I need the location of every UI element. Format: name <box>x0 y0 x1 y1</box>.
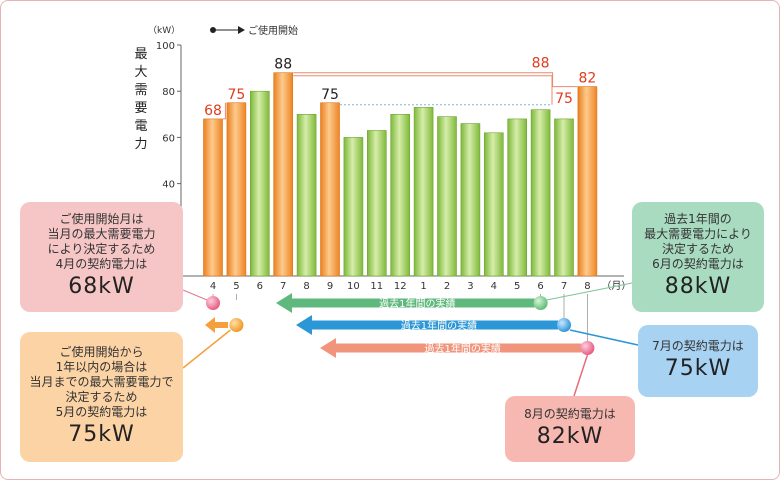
start-dot-pink <box>206 296 220 310</box>
july-callout: 7月の契約電力は 75kW <box>638 325 758 397</box>
short-arrow-orange <box>205 317 228 333</box>
x-tick-label: 8 <box>303 281 309 292</box>
y-tick-label: 100 <box>156 41 175 52</box>
within-year-text: ご使用開始から 1年以内の場合は 当月までの最大需要電力で 決定するため 5月の… <box>29 344 174 419</box>
bar <box>483 132 504 277</box>
bar <box>273 72 294 277</box>
callout-connector <box>182 289 208 301</box>
x-tick-label: 7 <box>280 281 286 292</box>
guide-line-68 <box>223 102 226 120</box>
bar-value-label: 88 <box>274 57 292 73</box>
x-tick-label: 8 <box>584 281 590 292</box>
bar-value-label: 75 <box>321 87 339 103</box>
history-arrow <box>276 293 535 313</box>
bar <box>250 90 270 277</box>
callout-connector <box>573 354 589 397</box>
y-tick-label: 40 <box>162 180 175 191</box>
x-tick-label: 10 <box>347 281 360 292</box>
start-month-callout: ご使用開始月は 当月の最大需要電力 により決定するため 4月の契約電力は 68k… <box>20 202 183 312</box>
bar <box>343 137 364 277</box>
july-value: 75kW <box>664 355 732 381</box>
callout-connector <box>569 329 639 346</box>
bar <box>507 118 528 277</box>
bar <box>460 123 481 277</box>
august-callout: 8月の契約電力は 82kW <box>505 396 635 462</box>
x-tick-label: 1 <box>420 281 426 292</box>
history-arrow-label: 過去1年間の実績 <box>379 297 455 310</box>
x-tick-label: 4 <box>210 281 216 292</box>
y-axis-title: 最大需要電力 <box>134 47 148 152</box>
past-year-text: 過去1年間の 最大需要電力により 決定するため 6月の契約電力は <box>644 212 752 271</box>
start-month-text: ご使用開始月は 当月の最大需要電力 により決定するため 4月の契約電力は <box>47 212 156 271</box>
end-dot-green <box>533 296 548 310</box>
callout-connector <box>182 329 231 369</box>
history-arrow <box>296 315 558 335</box>
bar-value-label: 75 <box>227 87 245 103</box>
within-year-callout: ご使用開始から 1年以内の場合は 当月までの最大需要電力で 決定するため 5月の… <box>20 332 183 462</box>
bar <box>437 116 457 277</box>
history-arrow <box>320 338 582 358</box>
bar-value-label: 88 <box>532 56 550 72</box>
august-text: 8月の契約電力は <box>524 406 616 421</box>
past-year-value: 88kW <box>664 274 732 299</box>
bar <box>366 130 387 277</box>
bars <box>203 72 598 277</box>
x-tick-label: 4 <box>491 281 497 292</box>
start-month-value: 68kW <box>68 274 135 299</box>
end-dot-blue <box>557 318 571 332</box>
bar-value-label: 82 <box>578 71 596 87</box>
x-tick-label: 3 <box>467 281 473 292</box>
y-tick-label: 60 <box>162 133 175 144</box>
x-tick-label: 6 <box>257 281 263 292</box>
end-dot-pink <box>580 341 595 355</box>
bar <box>577 86 598 277</box>
x-tick-label: 5 <box>514 281 520 292</box>
bar <box>203 118 223 277</box>
bar <box>390 114 411 277</box>
x-tick-label: 12 <box>394 281 407 292</box>
history-arrow-label: 過去1年間の実績 <box>425 342 501 355</box>
callout-connector <box>546 282 633 301</box>
start-dot-orange <box>229 318 244 332</box>
bar-value-label: 68 <box>204 103 222 119</box>
guide-line-88-b <box>293 75 553 105</box>
y-unit: （kW） <box>148 25 180 36</box>
x-tick-label: 9 <box>327 281 333 292</box>
bar-value-labels: 68 75 88 75 88 75 82 <box>204 56 596 119</box>
august-value: 82kW <box>536 423 604 449</box>
within-year-value: 75kW <box>68 421 135 447</box>
y-tick-label: 80 <box>162 87 175 98</box>
x-tick-label: 7 <box>561 281 567 292</box>
bar <box>226 102 247 277</box>
guide-line-88 <box>293 72 578 88</box>
x-tick-label: 6 <box>537 281 543 292</box>
reference-lines <box>223 72 578 120</box>
legend: ご使用開始 <box>210 24 298 37</box>
x-tick-label: 2 <box>444 281 450 292</box>
bar <box>320 102 340 277</box>
legend-arrowhead <box>238 26 245 34</box>
legend-start-label: ご使用開始 <box>248 24 298 37</box>
bar <box>296 114 317 277</box>
past-year-callout: 過去1年間の 最大需要電力により 決定するため 6月の契約電力は 88kW <box>632 202 764 312</box>
history-arrow-label: 過去1年間の実績 <box>401 319 477 332</box>
bar <box>530 109 551 277</box>
july-text: 7月の契約電力は <box>652 338 744 353</box>
bar-value-label: 75 <box>555 91 573 107</box>
x-tick-label: 5 <box>233 281 239 292</box>
x-tick-label: 11 <box>370 281 383 292</box>
bar <box>554 118 574 277</box>
bar <box>413 107 434 277</box>
